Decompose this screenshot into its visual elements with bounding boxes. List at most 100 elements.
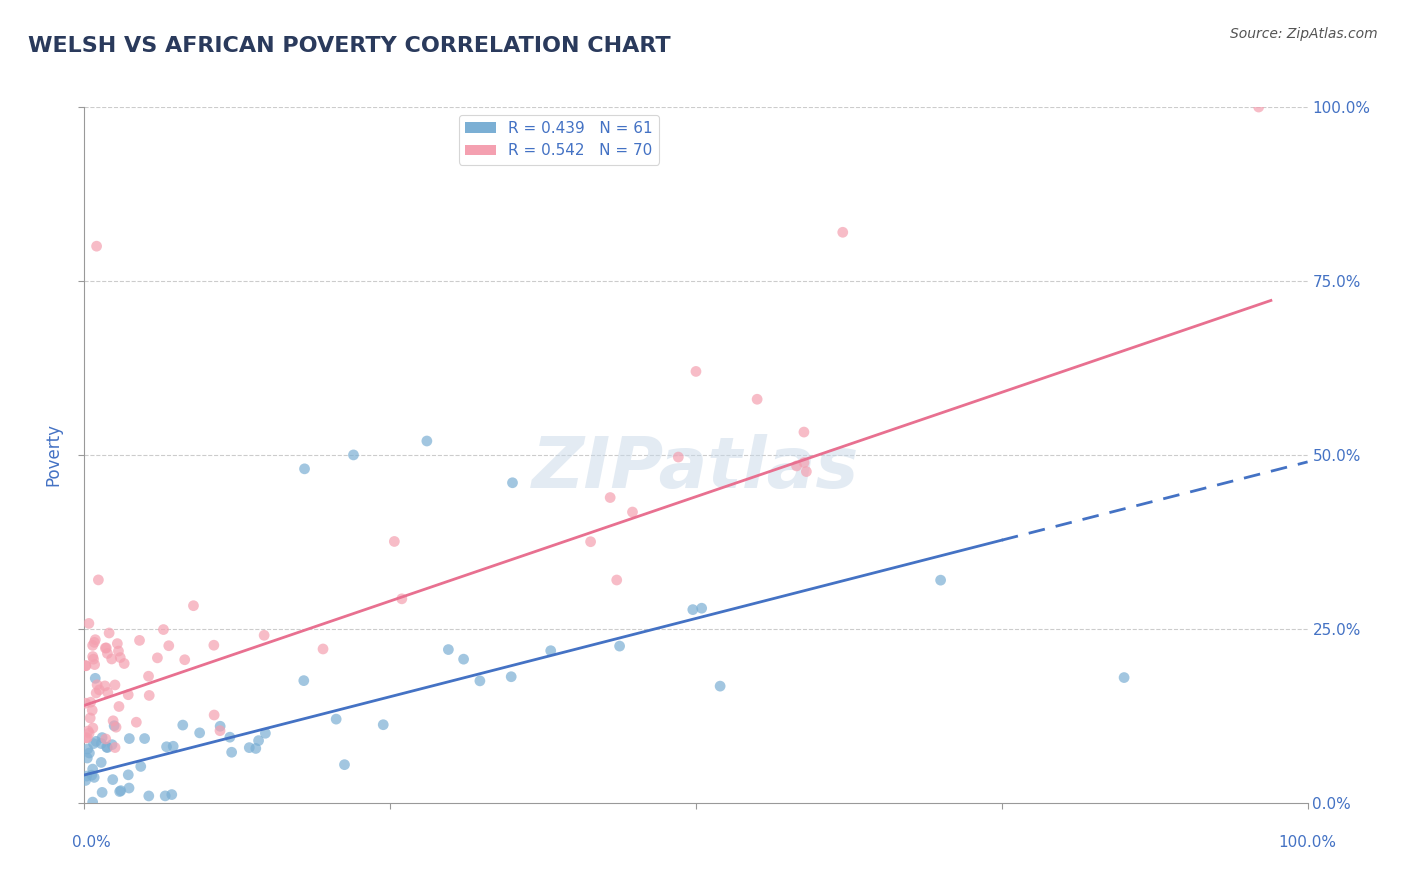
Africans	[96, 640, 118, 655]
Text: 0.0%: 0.0%	[72, 836, 111, 850]
Text: 100.0%: 100.0%	[1278, 836, 1337, 850]
Africans	[83, 657, 105, 672]
Africans	[87, 573, 110, 587]
Welsh	[83, 737, 105, 751]
Welsh	[96, 740, 118, 755]
Welsh	[540, 644, 562, 658]
Welsh	[1114, 671, 1136, 685]
Africans	[183, 599, 205, 613]
Africans	[105, 720, 128, 734]
Africans	[579, 534, 602, 549]
Africans	[253, 628, 276, 642]
Welsh	[245, 741, 267, 756]
Africans	[94, 731, 117, 746]
Welsh	[292, 673, 315, 688]
Text: WELSH VS AFRICAN POVERTY CORRELATION CHART: WELSH VS AFRICAN POVERTY CORRELATION CHA…	[28, 36, 671, 55]
Welsh	[333, 757, 356, 772]
Welsh	[468, 673, 491, 688]
Africans	[100, 652, 122, 666]
Africans	[117, 688, 139, 702]
Welsh	[76, 751, 98, 765]
Africans	[202, 638, 225, 652]
Africans	[75, 696, 97, 710]
Welsh	[134, 731, 156, 746]
Welsh	[75, 773, 97, 788]
Text: ZIPatlas: ZIPatlas	[533, 434, 859, 503]
Africans	[75, 658, 97, 673]
Welsh	[83, 771, 105, 785]
Africans	[208, 723, 231, 738]
Africans	[112, 657, 135, 671]
Welsh	[162, 739, 184, 754]
Welsh	[84, 671, 107, 685]
Welsh	[172, 718, 194, 732]
Welsh	[155, 739, 177, 754]
Africans	[391, 591, 413, 606]
Africans	[96, 647, 118, 661]
Africans	[793, 425, 815, 439]
Welsh	[188, 726, 211, 740]
Africans	[108, 699, 131, 714]
Africans	[89, 682, 111, 697]
Welsh	[501, 670, 523, 684]
Africans	[105, 637, 128, 651]
Welsh	[682, 602, 704, 616]
Africans	[110, 650, 132, 665]
Welsh	[84, 734, 107, 748]
Africans	[77, 616, 100, 631]
Welsh	[247, 733, 270, 747]
Africans	[82, 649, 104, 664]
Africans	[146, 651, 169, 665]
Welsh	[254, 726, 277, 740]
Welsh	[91, 731, 114, 745]
Africans	[79, 695, 101, 709]
Africans	[82, 638, 104, 652]
Welsh	[325, 712, 347, 726]
Africans	[666, 450, 689, 464]
Welsh	[96, 740, 118, 755]
Africans	[98, 626, 121, 640]
Welsh	[117, 768, 139, 782]
Welsh	[218, 730, 240, 744]
Welsh	[118, 731, 141, 746]
Welsh	[79, 746, 101, 760]
Africans	[606, 573, 628, 587]
Africans	[94, 679, 117, 693]
Africans	[86, 678, 108, 692]
Welsh	[342, 448, 364, 462]
Africans	[796, 465, 818, 479]
Africans	[94, 641, 117, 656]
Africans	[75, 658, 97, 673]
Africans	[1247, 100, 1270, 114]
Africans	[138, 669, 160, 683]
Welsh	[502, 475, 524, 490]
Africans	[793, 456, 815, 470]
Welsh	[129, 759, 152, 773]
Legend: R = 0.439   N = 61, R = 0.542   N = 70: R = 0.439 N = 61, R = 0.542 N = 70	[458, 115, 658, 164]
Welsh	[101, 772, 124, 787]
Welsh	[138, 789, 160, 803]
Africans	[138, 689, 160, 703]
Welsh	[91, 785, 114, 799]
Welsh	[118, 780, 141, 795]
Africans	[75, 731, 97, 745]
Africans	[125, 715, 148, 730]
Welsh	[82, 795, 104, 809]
Welsh	[238, 740, 260, 755]
Welsh	[160, 788, 183, 802]
Africans	[747, 392, 769, 407]
Africans	[382, 534, 405, 549]
Africans	[97, 685, 120, 699]
Welsh	[453, 652, 475, 666]
Africans	[312, 642, 335, 657]
Africans	[202, 708, 225, 723]
Africans	[599, 491, 621, 505]
Welsh	[76, 769, 98, 783]
Africans	[831, 225, 853, 239]
Welsh	[221, 745, 243, 759]
Africans	[157, 639, 180, 653]
Welsh	[690, 601, 713, 615]
Africans	[82, 652, 104, 666]
Africans	[82, 721, 104, 735]
Welsh	[101, 738, 124, 752]
